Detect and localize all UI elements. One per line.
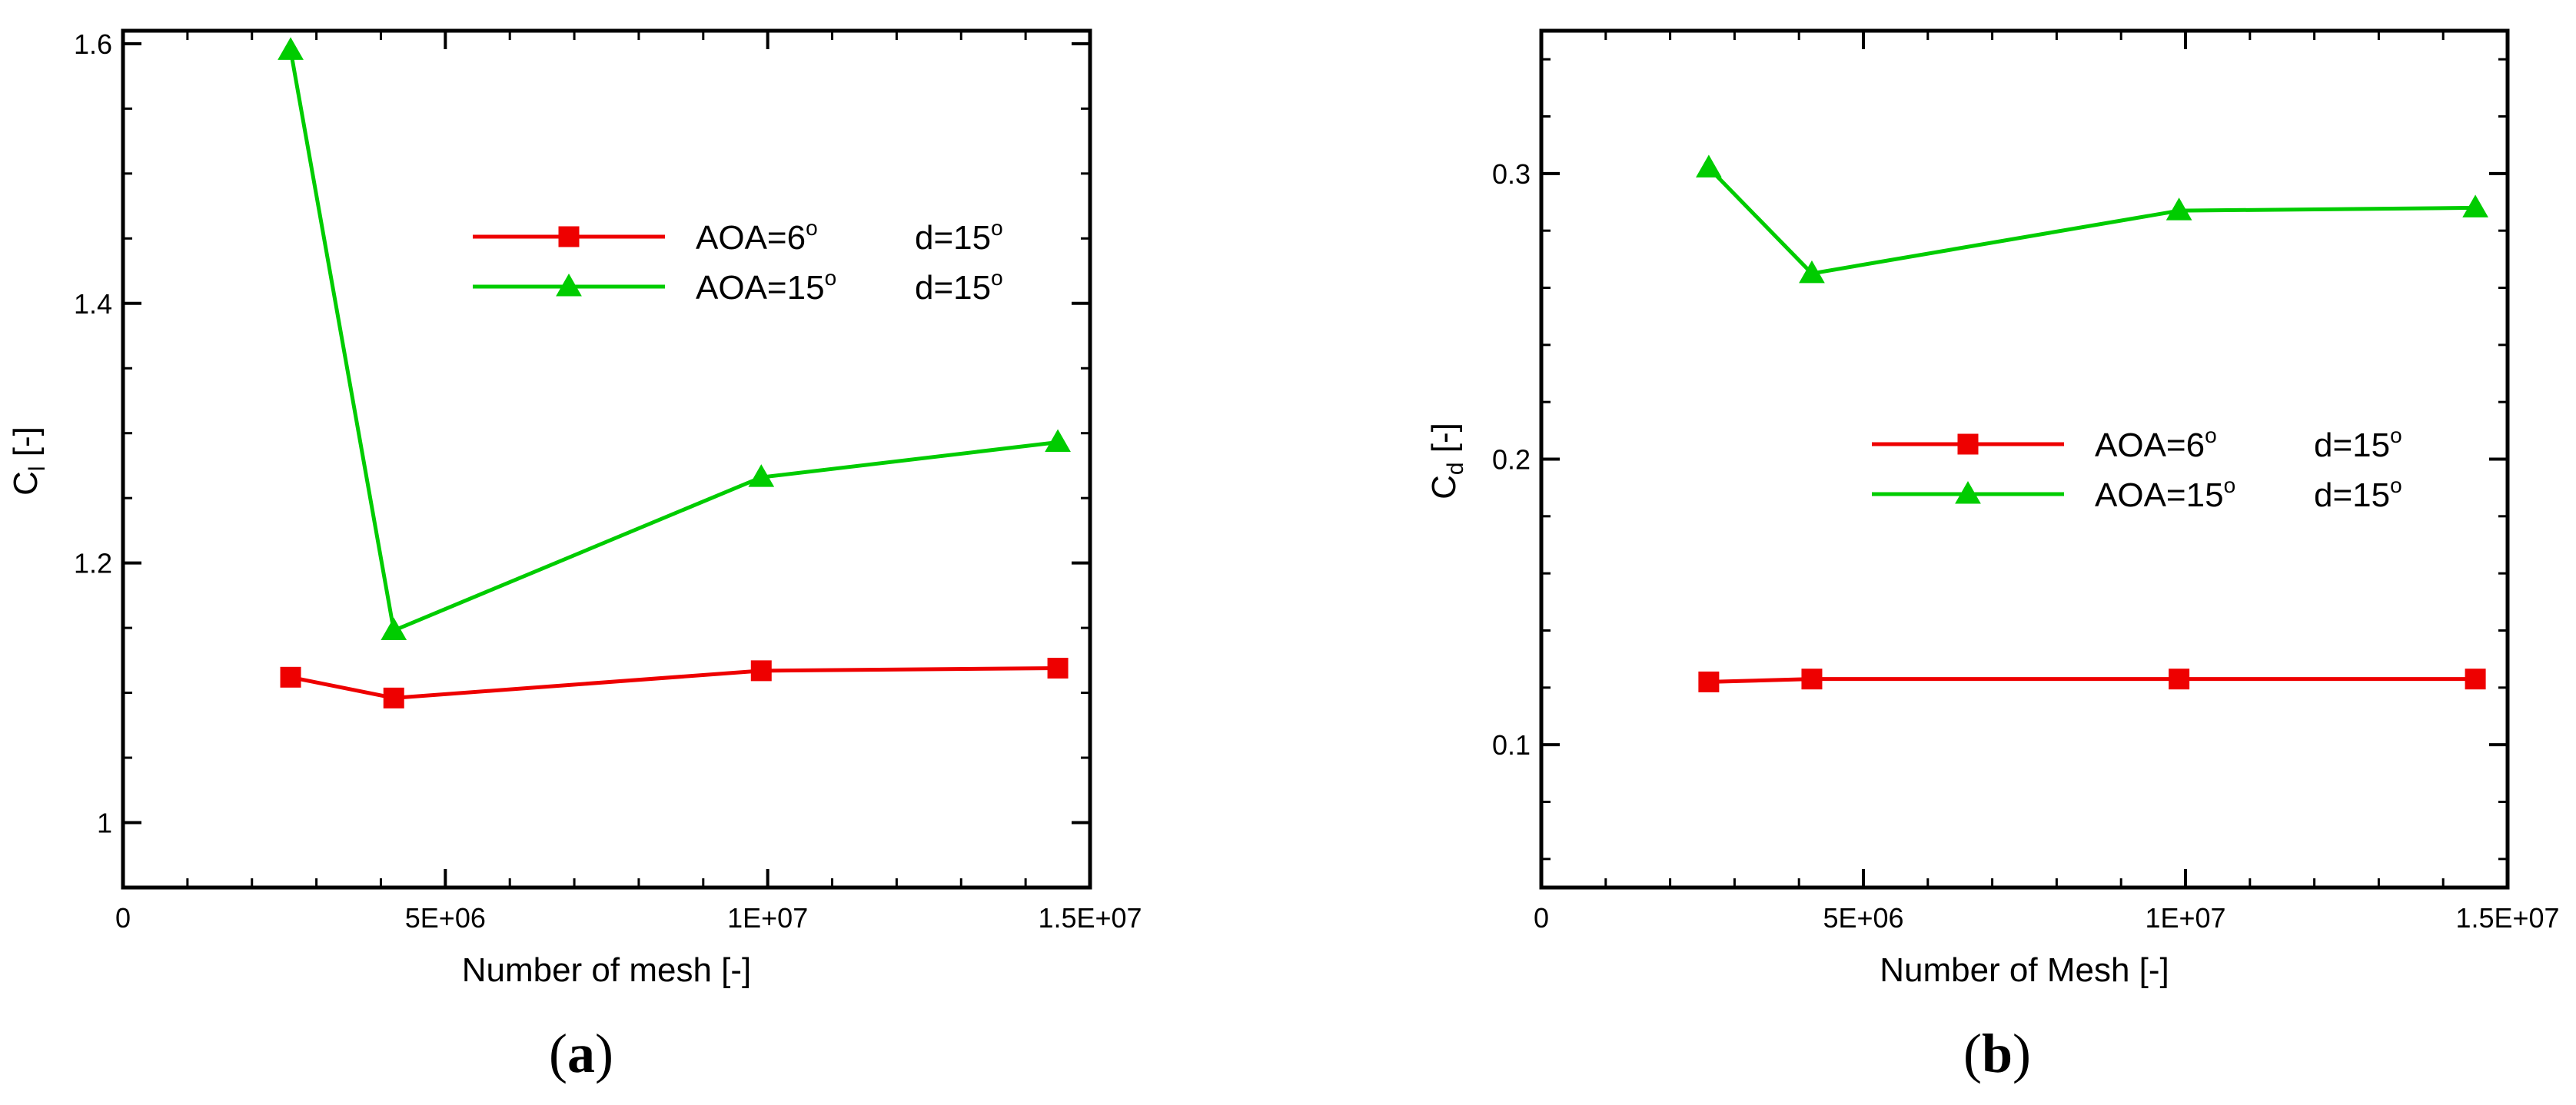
legend-series-name: AOA=6 <box>2095 426 2205 464</box>
panel-label-b: (b) <box>1963 1023 2032 1084</box>
legend-degree-sign: o <box>2205 423 2217 447</box>
x-tick-label: 1.5E+07 <box>2455 902 2559 934</box>
x-tick-label: 0 <box>115 902 131 934</box>
y-axis-label: Cd [-] <box>1425 423 1468 499</box>
data-point-marker <box>1801 669 1823 690</box>
series-aoa15 <box>1696 154 2488 284</box>
y-axis-label-sub: l <box>25 466 50 471</box>
chart-panel-b: 0 5E+06 1E+07 1.5E+07 0.1 0.2 0.3 Number of Mes… <box>1425 28 2560 989</box>
legend-degree-sign: o <box>2390 473 2402 497</box>
legend-degree-sign: o <box>991 266 1003 290</box>
legend-d-label: d=15 <box>915 219 991 257</box>
series-line <box>1707 166 2476 276</box>
panel-label-a: (a) <box>549 1023 613 1084</box>
series-line <box>1708 677 2476 684</box>
x-tick-label: 5E+06 <box>405 902 486 934</box>
data-point-marker <box>278 37 304 60</box>
series-aoa6 <box>280 657 1069 708</box>
chart-panel-a: 0 5E+06 1E+07 1.5E+07 1 1.2 1.4 1.6 Number of me… <box>7 28 1142 989</box>
legend-series-name: AOA=15 <box>2095 476 2224 514</box>
x-tick-label: 1E+07 <box>2145 902 2225 934</box>
y-axis-label-sub: d <box>1443 462 1468 475</box>
data-point-marker <box>1047 657 1069 679</box>
y-tick-label: 1.4 <box>74 288 112 320</box>
series-aoa15 <box>278 37 1071 640</box>
data-point-marker <box>1698 671 1720 692</box>
legend-degree-sign: o <box>806 216 818 240</box>
y-tick-label: 0.2 <box>1492 444 1531 476</box>
legend-label: AOA=6o d=15o <box>696 216 1003 257</box>
data-point-marker <box>2462 194 2488 217</box>
data-point-marker <box>748 464 775 487</box>
legend-marker <box>1955 480 1981 504</box>
legend-degree-sign: o <box>2390 423 2402 447</box>
legend-d-label: d=15 <box>2314 426 2390 464</box>
data-point-marker <box>2166 197 2192 221</box>
legend-label: AOA=15o d=15o <box>696 266 1003 307</box>
series-line <box>288 49 1059 634</box>
x-tick-label: 0 <box>1534 902 1549 934</box>
data-point-marker <box>2169 669 2190 690</box>
data-point-marker <box>1696 154 1722 178</box>
data-point-marker <box>381 617 407 640</box>
legend-entry-1: AOA=15o d=15o <box>1872 473 2402 514</box>
legend-series-name: AOA=6 <box>696 219 806 257</box>
panel-label-a-text: a <box>567 1023 595 1084</box>
legend-label: AOA=15o d=15o <box>2095 473 2402 514</box>
legend-entry-1: AOA=15o d=15o <box>473 266 1003 307</box>
legend-degree-sign: o <box>991 216 1003 240</box>
x-tick-label: 1.5E+07 <box>1038 902 1142 934</box>
data-point-marker <box>1799 260 1825 284</box>
legend-degree-sign: o <box>825 266 837 290</box>
y-tick-label: 0.1 <box>1492 729 1531 761</box>
legend-d-label: d=15 <box>2314 476 2390 514</box>
x-tick-label: 5E+06 <box>1823 902 1903 934</box>
legend-marker <box>558 226 580 247</box>
legend-entry-0: AOA=6o d=15o <box>473 216 1003 257</box>
x-tick-label: 1E+07 <box>727 902 808 934</box>
legend-marker <box>1957 433 1979 455</box>
series-aoa6 <box>1698 669 2486 692</box>
legend-marker <box>556 273 582 297</box>
legend-entry-0: AOA=6o d=15o <box>1872 423 2402 464</box>
y-axis-label-main: C <box>1425 475 1463 499</box>
x-axis-label: Number of mesh [-] <box>462 951 752 989</box>
panel-label-b-text: b <box>1981 1023 2013 1084</box>
legend-label: AOA=6o d=15o <box>2095 423 2402 464</box>
data-point-marker <box>2465 669 2486 690</box>
x-axis-label: Number of Mesh [-] <box>1880 951 2169 989</box>
legend-degree-sign: o <box>2224 473 2236 497</box>
data-point-marker <box>1045 429 1071 453</box>
y-axis-label: Cl [-] <box>7 426 50 496</box>
data-point-marker <box>280 666 301 688</box>
y-axis-label-main: C <box>7 471 45 496</box>
y-axis-label-unit: [-] <box>1425 423 1463 462</box>
series-line <box>290 665 1059 700</box>
legend-d-label: d=15 <box>915 269 991 307</box>
data-point-marker <box>383 687 404 708</box>
legend-series-name: AOA=15 <box>696 269 825 307</box>
y-tick-label: 0.3 <box>1492 158 1531 190</box>
data-point-marker <box>750 660 772 682</box>
y-tick-label: 1.2 <box>74 548 112 579</box>
y-tick-label: 1 <box>97 808 112 839</box>
y-axis-label-unit: [-] <box>7 426 45 466</box>
plot-frame <box>121 28 1092 890</box>
y-tick-label: 1.6 <box>74 28 112 60</box>
